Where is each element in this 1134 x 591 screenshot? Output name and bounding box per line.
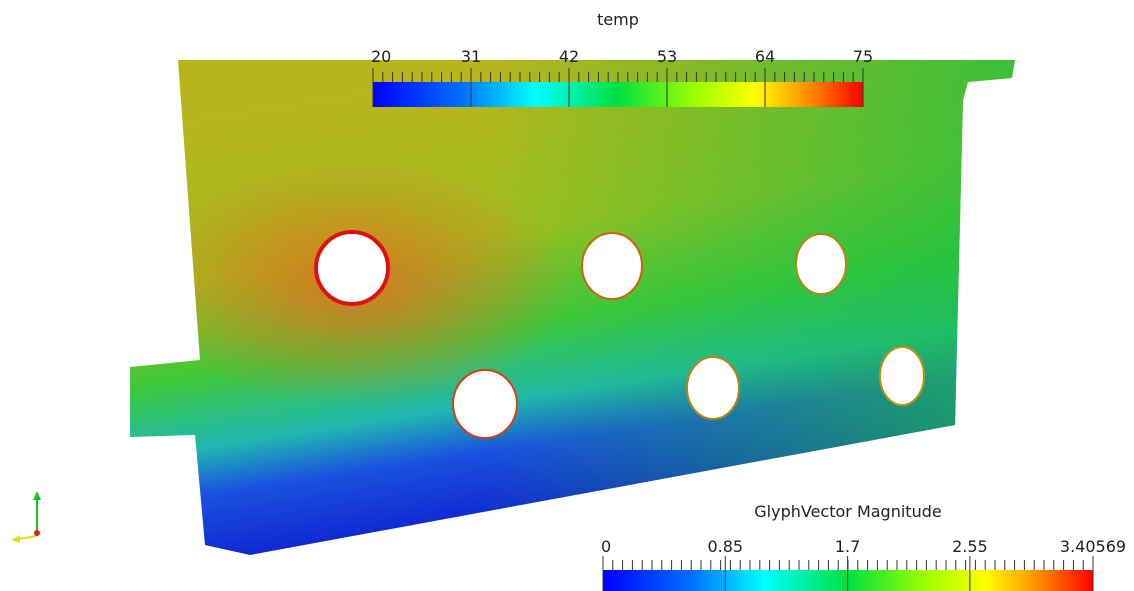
colorbar [373,82,863,107]
tick-label: 0 [601,537,611,556]
tick-label: 20 [371,47,391,66]
tick-label: 31 [461,47,481,66]
tick-label: 75 [853,47,873,66]
colorbar-title: temp [597,10,639,29]
domain [130,60,1015,555]
tick-label: 2.55 [952,537,988,556]
tick-label: 3.40569 [1060,537,1126,556]
tick-label: 53 [657,47,677,66]
colorbar-title: GlyphVector Magnitude [754,502,941,521]
tick-label: 0.85 [707,537,743,556]
tick-label: 64 [755,47,775,66]
axes-triad [11,491,41,543]
tick-label: 1.7 [835,537,860,556]
tick-label: 42 [559,47,579,66]
